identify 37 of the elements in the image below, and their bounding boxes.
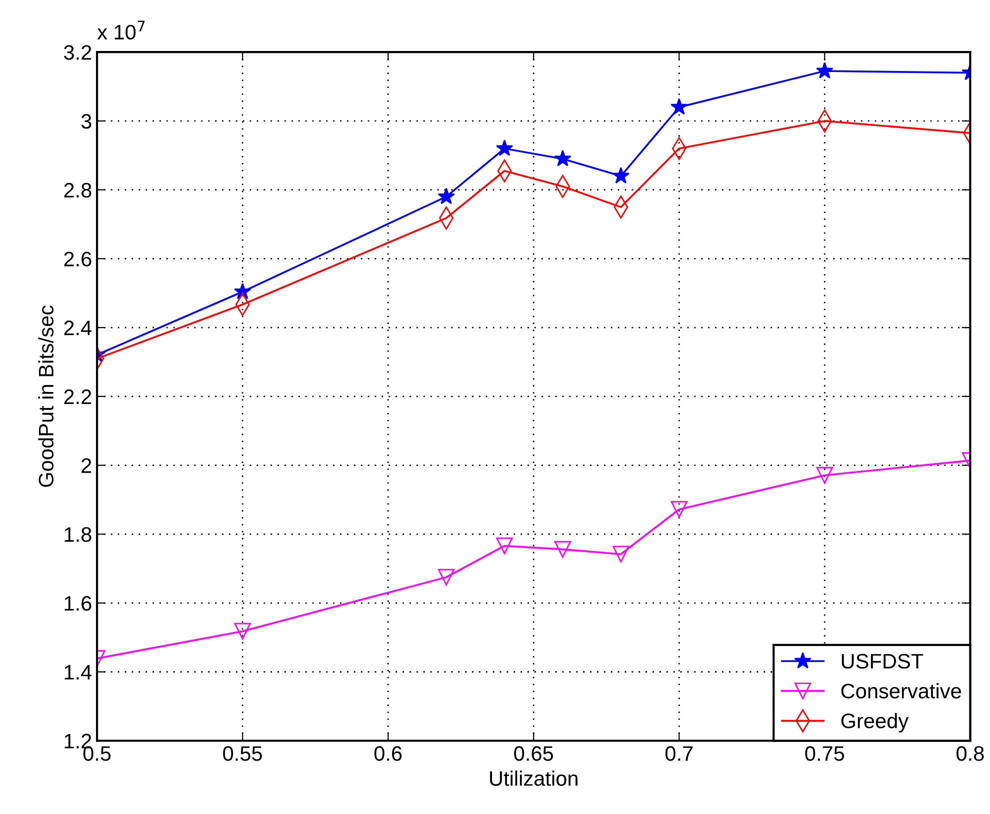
y-tick-label: 1.8 [64,527,92,542]
x-tick-label: 0.8 [956,746,984,761]
y-tick-label: 2.6 [64,252,92,266]
y-tick-label: 2 [82,458,92,473]
x-axis-title: Utilization [490,770,578,786]
x-tick-label: 0.5 [83,746,111,761]
point [234,622,251,640]
y-tick-label: 2.8 [64,182,92,198]
y-tick-label: 1.4 [64,665,92,680]
point [670,501,688,518]
y-axis-title: GoodPut in Bits/sec [38,305,54,487]
y-tick-label: 1.6 [64,596,92,611]
point [670,98,688,115]
legend-label: Conservative [841,683,961,698]
y-tick-label: 2.4 [64,320,92,336]
text: x 10$^{7}$ [97,20,145,40]
point [438,568,455,586]
x-tick-label: 0.65 [514,746,554,761]
legend-label: USFDST [842,654,924,669]
point [816,466,834,484]
legend-label: Greedy [841,712,909,732]
point [438,188,455,204]
y-tick-label: 3.2 [64,45,92,60]
point [234,282,252,300]
y-tick-label: 2.2 [64,389,92,404]
point [554,540,572,558]
y-tick-label: 3 [81,114,92,129]
x-tick-label: 0.7 [665,746,693,761]
x-tick-label: 0.55 [223,746,262,761]
x-tick-label: 0.75 [805,746,844,761]
point [496,139,514,156]
point [496,538,513,554]
x-tick-label: 0.6 [374,746,402,761]
point [612,167,630,184]
point [816,62,834,78]
point [612,546,630,562]
point [554,150,572,166]
